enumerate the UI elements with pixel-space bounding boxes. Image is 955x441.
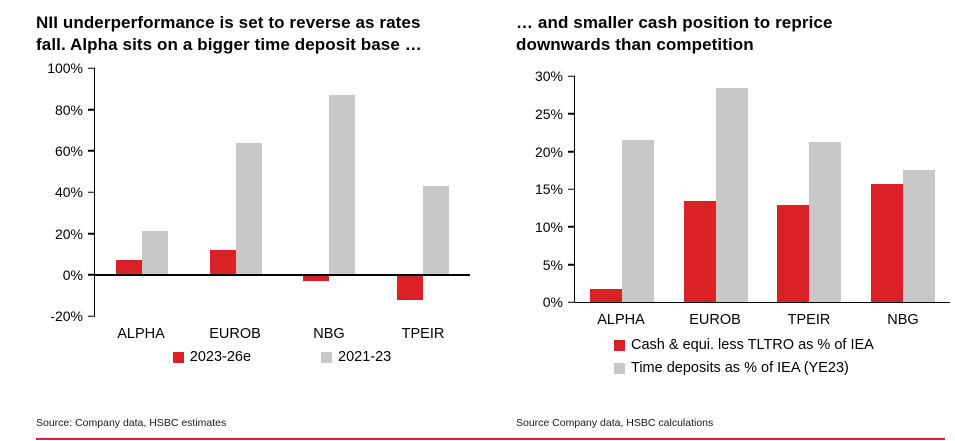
y-axis-tick-mark bbox=[568, 188, 575, 190]
bar-alpha-2023-26e bbox=[115, 260, 142, 275]
y-axis-tick-label: 40% bbox=[54, 184, 83, 201]
y-axis-tick-label: 0% bbox=[542, 294, 563, 311]
right-chart-legend: Cash & equi. less TLTRO as % of IEA Time… bbox=[614, 337, 950, 376]
bar-alpha-cash-equi-less-tltro-as-of-iea bbox=[589, 289, 622, 303]
x-axis-label-nbg: NBG bbox=[887, 312, 919, 329]
bar-group-nbg bbox=[283, 68, 377, 316]
right-chart-panel: … and smaller cash position to reprice d… bbox=[516, 12, 950, 441]
y-axis-tick-mark bbox=[88, 108, 95, 111]
x-axis-label-nbg: NBG bbox=[313, 326, 345, 343]
bar-nbg-time-deposits-as-of-iea-ye23 bbox=[903, 170, 936, 303]
bar-nbg-2021-23 bbox=[329, 95, 356, 275]
bar-eurob-2021-23 bbox=[235, 142, 262, 275]
y-axis-tick-label: 0% bbox=[62, 266, 83, 283]
legend-swatch-red bbox=[614, 339, 625, 351]
y-axis-tick-mark bbox=[88, 191, 95, 193]
left-chart-panel: NII underperformance is set to reverse a… bbox=[36, 12, 470, 441]
right-chart-area: 0% 5% 10% 15% 20% 25% 30% ALPHA EUROB TPEIR NBG C… bbox=[535, 68, 950, 376]
bar-tpeir-2021-23 bbox=[423, 186, 450, 275]
x-axis-line bbox=[575, 301, 950, 304]
legend-item-time-deposits: Time deposits as % of IEA (YE23) bbox=[614, 360, 950, 376]
bar-tpeir-time-deposits-as-of-iea-ye23 bbox=[809, 141, 842, 303]
y-axis-tick-label: 20% bbox=[534, 143, 563, 160]
bar-eurob-time-deposits-as-of-iea-ye23 bbox=[715, 87, 748, 303]
bar-tpeir-cash-equi-less-tltro-as-of-iea bbox=[777, 205, 810, 303]
y-axis-tick-label: -20% bbox=[50, 308, 83, 325]
bar-group-alpha bbox=[95, 68, 189, 316]
y-axis-tick-label: 25% bbox=[534, 105, 563, 122]
y-axis-tick-mark bbox=[88, 67, 95, 69]
y-axis-tick-label: 100% bbox=[47, 60, 83, 77]
x-axis-line bbox=[95, 274, 470, 276]
y-axis-tick-mark bbox=[88, 315, 95, 317]
left-chart-title: NII underperformance is set to reverse a… bbox=[36, 13, 422, 55]
y-axis-tick-mark bbox=[88, 150, 95, 152]
y-axis-tick-label: 5% bbox=[542, 256, 563, 273]
bar-group-nbg bbox=[856, 76, 950, 303]
right-chart-title: … and smaller cash position to reprice d… bbox=[516, 13, 833, 55]
y-axis-tick-label: 20% bbox=[54, 225, 83, 242]
bar-groups bbox=[95, 68, 470, 316]
left-bar-chart: -20% 0% 20% 40% 60% 80% 100% ALPHA EUROB NBG TPEI… bbox=[36, 60, 470, 365]
x-axis-label-alpha: ALPHA bbox=[117, 326, 165, 343]
legend-swatch-red bbox=[172, 351, 184, 363]
y-axis-tick-mark bbox=[88, 274, 95, 276]
y-axis-tick-mark bbox=[568, 113, 575, 115]
left-chart-area: -20% 0% 20% 40% 60% 80% 100% ALPHA EUROB NBG TPEI… bbox=[47, 60, 470, 365]
y-axis-tick-label: 60% bbox=[54, 142, 83, 159]
legend-item-cash-less-tltro: Cash & equi. less TLTRO as % of IEA bbox=[614, 337, 950, 353]
y-axis-tick-mark bbox=[568, 301, 575, 303]
bar-eurob-2023-26e bbox=[209, 250, 236, 275]
left-chart-legend: 2023-26e 2021-23 bbox=[94, 349, 470, 365]
legend-label-2023-26e: 2023-26e bbox=[189, 349, 252, 366]
bar-group-tpeir bbox=[376, 68, 470, 316]
bar-group-alpha bbox=[575, 76, 669, 303]
x-axis-label-eurob: EUROB bbox=[209, 326, 261, 343]
left-chart-x-axis-labels: ALPHA EUROB NBG TPEIR bbox=[94, 326, 470, 342]
y-axis-tick-label: 30% bbox=[534, 68, 563, 85]
bar-alpha-time-deposits-as-of-iea-ye23 bbox=[621, 140, 654, 303]
right-chart-x-axis-labels: ALPHA EUROB TPEIR NBG bbox=[574, 312, 950, 328]
right-source-note: Source Company data, HSBC calculations bbox=[516, 417, 714, 429]
bar-eurob-cash-equi-less-tltro-as-of-iea bbox=[683, 200, 716, 303]
bar-tpeir-2023-26e bbox=[397, 274, 424, 300]
x-axis-label-tpeir: TPEIR bbox=[787, 312, 831, 329]
bar-nbg-cash-equi-less-tltro-as-of-iea bbox=[871, 183, 904, 303]
y-axis-tick-mark bbox=[568, 226, 575, 228]
bar-nbg-2023-26e bbox=[303, 274, 330, 282]
bottom-red-rule bbox=[36, 438, 945, 440]
y-axis-tick-mark bbox=[88, 232, 95, 235]
x-axis-label-alpha: ALPHA bbox=[597, 312, 645, 329]
y-axis-tick-mark bbox=[568, 75, 575, 77]
x-axis-label-tpeir: TPEIR bbox=[401, 326, 445, 343]
right-chart-plot-area: 0% 5% 10% 15% 20% 25% 30% bbox=[535, 68, 950, 310]
y-axis-tick-mark bbox=[568, 150, 575, 153]
legend-label-time-deposits: Time deposits as % of IEA (YE23) bbox=[631, 360, 849, 377]
bar-alpha-2021-23 bbox=[141, 231, 168, 275]
bar-group-eurob bbox=[189, 68, 283, 316]
y-axis-tick-mark bbox=[568, 263, 575, 266]
y-axis-tick-label: 10% bbox=[534, 218, 563, 235]
legend-item-2021-23: 2021-23 bbox=[321, 349, 391, 365]
left-chart-plot-area: -20% 0% 20% 40% 60% 80% 100% bbox=[47, 60, 470, 324]
y-axis-tick-label: 15% bbox=[534, 181, 563, 198]
left-source-note: Source: Company data, HSBC estimates bbox=[36, 417, 227, 429]
legend-swatch-gray bbox=[614, 362, 625, 374]
bar-groups bbox=[575, 76, 950, 303]
bar-group-eurob bbox=[669, 76, 763, 303]
legend-item-2023-26e: 2023-26e bbox=[172, 349, 252, 366]
bar-group-tpeir bbox=[763, 76, 857, 303]
legend-label-2021-23: 2021-23 bbox=[338, 349, 392, 366]
right-bar-chart: 0% 5% 10% 15% 20% 25% 30% ALPHA EUROB TPEIR NBG C… bbox=[516, 68, 950, 376]
legend-label-cash-less-tltro: Cash & equi. less TLTRO as % of IEA bbox=[631, 337, 874, 354]
legend-swatch-gray bbox=[321, 351, 333, 363]
x-axis-label-eurob: EUROB bbox=[689, 312, 741, 329]
y-axis-tick-label: 80% bbox=[54, 101, 83, 118]
